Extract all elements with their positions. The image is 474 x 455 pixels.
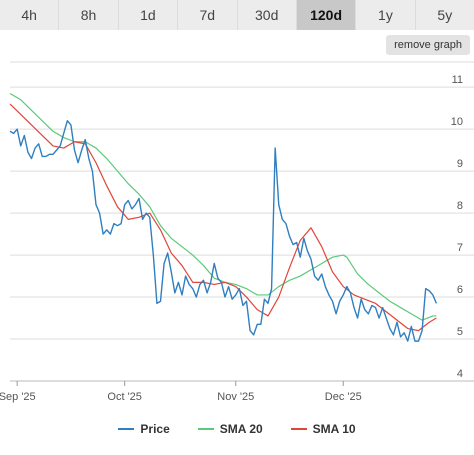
remove-graph-button[interactable]: remove graph (386, 35, 470, 55)
tab-30d[interactable]: 30d (237, 0, 297, 30)
tab-1y[interactable]: 1y (356, 0, 416, 30)
legend-label-price: Price (140, 422, 170, 436)
legend-swatch-sma20 (197, 428, 214, 430)
tab-120d[interactable]: 120d (296, 0, 357, 30)
y-tick-label: 8 (457, 200, 463, 212)
x-tick-label: Nov '25 (217, 391, 254, 403)
price-chart: 4 5 6 7 8 9 10 11 Sep '25 Oct '25 Nov '25 Dec '25 (0, 61, 474, 403)
x-tick-label: Sep '25 (0, 391, 36, 403)
legend-label-sma10: SMA 10 (312, 422, 356, 436)
legend-swatch-sma10 (290, 428, 307, 430)
y-tick-label: 6 (457, 284, 463, 296)
y-tick-label: 7 (457, 242, 463, 254)
legend-item-sma20[interactable]: SMA 20 (197, 422, 263, 436)
y-tick-label: 10 (451, 116, 463, 128)
tab-4h[interactable]: 4h (0, 0, 60, 30)
y-tick-label: 4 (457, 368, 463, 380)
legend-swatch-price (118, 428, 135, 430)
tab-5y[interactable]: 5y (415, 0, 474, 30)
tab-8h[interactable]: 8h (59, 0, 119, 30)
chart-legend: Price SMA 20 SMA 10 (0, 419, 474, 439)
legend-item-sma10[interactable]: SMA 10 (290, 422, 356, 436)
x-tick-label: Dec '25 (325, 391, 362, 403)
tab-7d[interactable]: 7d (178, 0, 238, 30)
series-line-sma20 (9, 92, 437, 321)
timeframe-tabs: 4h 8h 1d 7d 30d 120d 1y 5y (0, 0, 474, 30)
series-line-sma10 (9, 103, 437, 332)
y-tick-label: 11 (452, 74, 463, 86)
y-tick-label: 5 (457, 326, 463, 338)
legend-item-price[interactable]: Price (118, 422, 170, 436)
series-line-price (9, 120, 438, 342)
y-tick-label: 9 (457, 158, 463, 170)
legend-label-sma20: SMA 20 (219, 422, 263, 436)
tab-1d[interactable]: 1d (118, 0, 179, 30)
x-tick-label: Oct '25 (107, 391, 142, 403)
